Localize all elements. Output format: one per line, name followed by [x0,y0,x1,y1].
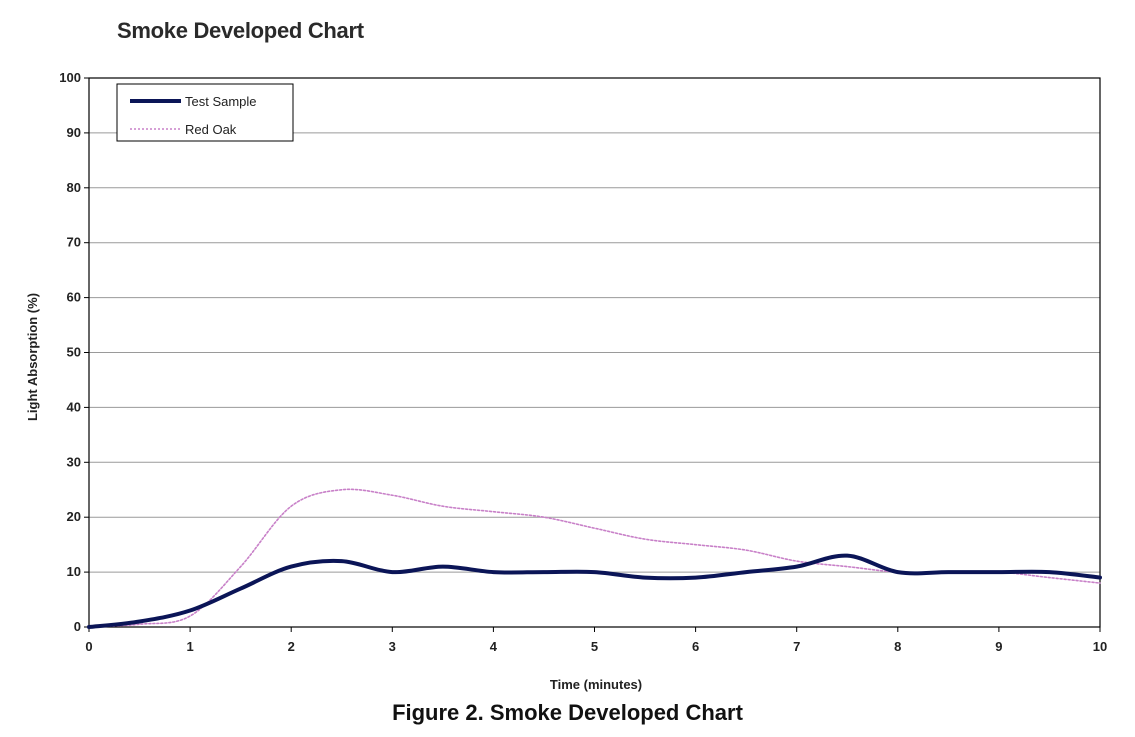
y-tick-label: 70 [67,235,81,250]
legend-label-red-oak: Red Oak [185,122,237,137]
x-tick-label: 6 [692,639,699,654]
y-tick-label: 100 [59,70,81,85]
x-tick-labels: 0 1 2 3 4 5 6 7 8 9 10 [85,639,1107,654]
y-tick-label: 50 [67,345,81,360]
x-axis-label: Time (minutes) [550,677,642,692]
chart-title: Smoke Developed Chart [117,18,364,43]
y-tick-label: 0 [74,619,81,634]
y-tick-label: 10 [67,564,81,579]
y-tick-labels: 0 10 20 30 40 50 60 70 80 90 100 [59,70,81,634]
x-tick-label: 2 [288,639,295,654]
figure-caption: Figure 2. Smoke Developed Chart [392,700,743,725]
y-tick-label: 40 [67,399,81,414]
x-tick-label: 7 [793,639,800,654]
y-tick-label: 30 [67,454,81,469]
y-tick-label: 60 [67,290,81,305]
x-tick-label: 0 [85,639,92,654]
x-tick-label: 3 [389,639,396,654]
x-tick-label: 4 [490,639,498,654]
series-line-test-sample [87,553,1102,629]
legend-box [116,83,294,142]
y-tick-label: 80 [67,180,81,195]
x-tick-label: 5 [591,639,598,654]
x-tick-label: 10 [1093,639,1107,654]
y-tick-label: 20 [67,509,81,524]
series-line-red-oak [88,488,1101,628]
x-tick-label: 1 [186,639,193,654]
axes [84,77,1101,632]
y-tick-label: 90 [67,125,81,140]
legend: Test Sample Red Oak [116,83,294,142]
gridlines [89,132,1100,573]
series-lines [87,488,1102,629]
legend-label-test-sample: Test Sample [185,94,257,109]
x-tick-label: 9 [995,639,1002,654]
x-tick-label: 8 [894,639,901,654]
line-chart: 0 10 20 30 40 50 60 70 80 90 100 0 1 2 3 4 5 6 7 8 9 10 Ligh… [25,70,1107,692]
y-axis-label: Light Absorption (%) [25,293,40,421]
